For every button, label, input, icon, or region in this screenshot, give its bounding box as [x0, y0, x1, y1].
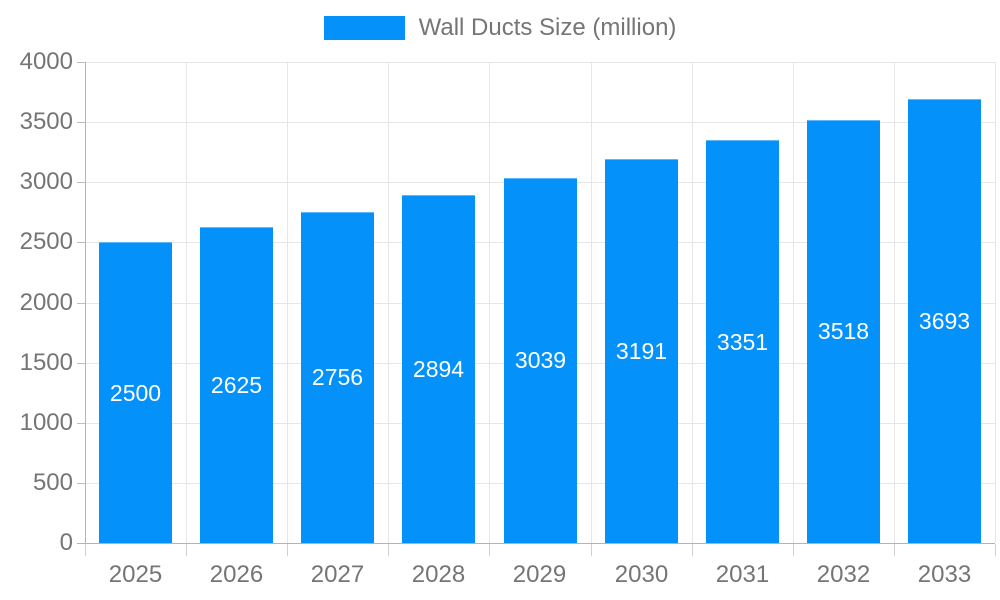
x-axis-tick — [692, 544, 693, 556]
x-axis-tick — [995, 544, 996, 556]
grid-line-vertical — [186, 62, 187, 543]
bar[interactable] — [908, 99, 981, 543]
x-axis-label: 2032 — [816, 561, 871, 588]
x-axis-tick — [591, 544, 592, 556]
legend-color-swatch — [323, 16, 405, 40]
grid-line-horizontal — [85, 122, 995, 123]
bar[interactable] — [706, 140, 779, 543]
legend-label: Wall Ducts Size (million) — [418, 14, 677, 41]
grid-line-vertical — [388, 62, 389, 543]
x-axis-tick — [287, 544, 288, 556]
x-axis-tick — [894, 544, 895, 556]
x-axis-tick — [85, 544, 86, 556]
bar-value-label: 3693 — [918, 308, 971, 334]
y-axis-label: 2500 — [19, 228, 73, 255]
bar-value-label: 2894 — [412, 356, 465, 382]
x-axis-label: 2025 — [108, 561, 163, 588]
x-axis-tick — [489, 544, 490, 556]
bar[interactable] — [504, 178, 577, 543]
grid-line-vertical — [287, 62, 288, 543]
x-axis-label: 2033 — [917, 561, 972, 588]
y-axis-label: 1000 — [19, 409, 73, 436]
bar-value-label: 3518 — [817, 318, 870, 344]
x-axis-label: 2030 — [614, 561, 669, 588]
y-axis-line — [85, 62, 86, 543]
y-axis-tick — [77, 423, 85, 424]
x-axis-label: 2027 — [310, 561, 365, 588]
x-axis-label: 2026 — [209, 561, 264, 588]
bar[interactable] — [200, 227, 273, 543]
y-axis-label: 4000 — [19, 48, 73, 75]
y-axis-label: 500 — [32, 469, 73, 496]
chart-legend[interactable]: Wall Ducts Size (million) — [0, 14, 1000, 42]
bar-value-label: 2756 — [311, 364, 364, 390]
x-baseline — [77, 543, 995, 544]
bar-value-label: 3351 — [716, 329, 769, 355]
x-axis-tick — [793, 544, 794, 556]
y-axis-tick — [77, 483, 85, 484]
x-axis-label: 2028 — [411, 561, 466, 588]
y-axis-label: 2000 — [19, 289, 73, 316]
x-axis-tick — [388, 544, 389, 556]
x-axis-tick — [186, 544, 187, 556]
y-axis-tick — [77, 242, 85, 243]
y-axis-tick — [77, 182, 85, 183]
bar-value-label: 2625 — [210, 372, 263, 398]
grid-line-vertical — [489, 62, 490, 543]
grid-line-vertical — [894, 62, 895, 543]
bar[interactable] — [402, 195, 475, 543]
grid-line-vertical — [591, 62, 592, 543]
grid-line-horizontal — [85, 62, 995, 63]
y-axis-label: 1500 — [19, 349, 73, 376]
grid-line-vertical — [692, 62, 693, 543]
bar[interactable] — [301, 212, 374, 543]
y-axis-tick — [77, 62, 85, 63]
y-axis-label: 3000 — [19, 168, 73, 195]
x-axis-label: 2029 — [512, 561, 567, 588]
bar[interactable] — [807, 120, 880, 543]
y-axis-tick — [77, 122, 85, 123]
bar-value-label: 2500 — [109, 380, 162, 406]
y-axis-label: 3500 — [19, 108, 73, 135]
bar[interactable] — [605, 159, 678, 543]
y-axis-label: 0 — [59, 529, 73, 556]
y-axis-tick — [77, 363, 85, 364]
bar-value-label: 3191 — [615, 338, 668, 364]
grid-line-vertical — [793, 62, 794, 543]
grid-line-vertical — [995, 62, 996, 543]
y-axis-tick — [77, 303, 85, 304]
x-axis-label: 2031 — [715, 561, 770, 588]
bar[interactable] — [99, 242, 172, 543]
bar-value-label: 3039 — [514, 347, 567, 373]
